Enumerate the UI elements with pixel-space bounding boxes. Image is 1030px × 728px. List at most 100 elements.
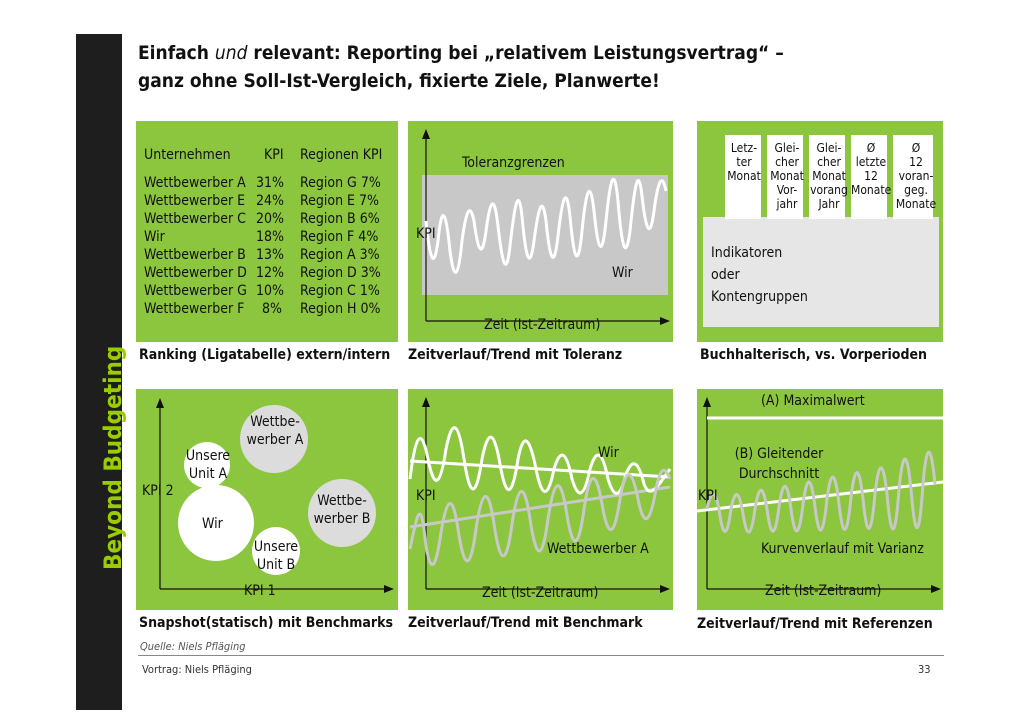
column-header-vorangeg-12: Ø 12 voran- geg. Monate — [893, 141, 939, 211]
col-line: voran- — [898, 169, 934, 183]
col-line: 12 — [909, 155, 923, 169]
label-line: (B) Gleitender — [734, 446, 824, 462]
col-line: Letz- — [730, 141, 758, 155]
sidebar-title: Beyond Budgeting — [99, 345, 127, 570]
row-name: Wettbewerber A — [144, 175, 246, 191]
row-name: Wettbewerber D — [144, 265, 247, 281]
bubble-wir — [178, 485, 254, 561]
row-label-oder: oder — [711, 267, 740, 283]
series-wir-line — [424, 177, 668, 274]
row-name: Wettbewerber E — [144, 193, 246, 209]
x-axis-label: Zeit (Ist-Zeitraum) — [482, 585, 599, 601]
label-line: Durchschnitt — [738, 466, 820, 482]
column-header-letzte-12: Ø letzte 12 Monate — [851, 141, 891, 197]
label-wettbewerber-b: Wettbe- werber B — [310, 492, 374, 528]
col-line: Ø — [866, 141, 876, 155]
maximalwert-label: (A) Maximalwert — [761, 393, 865, 409]
tolerance-caption: Zeitverlauf/Trend mit Toleranz — [408, 347, 623, 363]
column-header-vorang-jahr: Glei- cher Monat vorang Jahr — [809, 141, 849, 211]
col-box — [809, 135, 845, 219]
label-line: Wettbe- — [250, 414, 300, 430]
x-axis-arrow — [931, 585, 941, 593]
row-kpi: 13% — [256, 247, 284, 263]
col-kpi: KPI — [264, 147, 284, 163]
row-label-indikatoren: Indikatoren — [711, 245, 783, 261]
title-part-a: Einfach — [138, 42, 215, 64]
col-regionen: Regionen KPI — [300, 147, 383, 163]
ranking-caption: Ranking (Ligatabelle) extern/intern — [139, 347, 391, 363]
bubble-chart — [156, 398, 394, 593]
bubble-wettbewerber-b — [308, 479, 376, 547]
references-caption: Zeitverlauf/Trend mit Referenzen — [697, 616, 933, 632]
footer-divider — [138, 655, 944, 656]
y-axis-arrow — [422, 129, 430, 139]
x-axis-arrow — [660, 317, 670, 325]
col-line: letzte — [855, 155, 887, 169]
tolerance-chart — [422, 129, 670, 325]
benchmark-trend-line — [409, 485, 671, 529]
col-line: cher — [775, 155, 799, 169]
row-name: Wir — [144, 229, 165, 245]
title-emphasis: und — [214, 42, 248, 64]
col-line: Monate — [895, 197, 937, 211]
bubble-wettbewerber-a — [240, 405, 308, 473]
row-kpi: 18% — [256, 229, 284, 245]
label-line: Unit B — [256, 557, 296, 573]
x-axis-arrow — [660, 585, 670, 593]
x-axis-label: Zeit (Ist-Zeitraum) — [484, 317, 601, 333]
col-line: Glei- — [816, 141, 842, 155]
bubble-unit-a — [184, 442, 230, 488]
sidebar — [76, 34, 122, 710]
row-name: Wettbewerber C — [144, 211, 246, 227]
ranking-panel: Unternehmen KPI Regionen KPI Wettbewerbe… — [136, 121, 398, 342]
y-axis-label: KPI — [416, 226, 436, 242]
benchmark-panel: Wir KPI Wettbewerber A Zeit (Ist-Zeitrau… — [408, 389, 673, 610]
band-label: Toleranzgrenzen — [462, 155, 565, 171]
col-box — [725, 135, 761, 219]
row-name: Wettbewerber F — [144, 301, 245, 317]
label-line: Wettbe- — [317, 493, 367, 509]
col-line: ter — [736, 155, 752, 169]
row-kpi: 8% — [262, 301, 282, 317]
row-region: Region B 6% — [300, 211, 380, 227]
row-region: Region D 3% — [300, 265, 381, 281]
row-kpi: 24% — [256, 193, 284, 209]
y-axis-arrow — [422, 397, 430, 407]
col-box — [767, 135, 803, 219]
y-axis-arrow — [156, 398, 164, 408]
accounting-caption: Buchhalterisch, vs. Vorperioden — [700, 347, 927, 363]
durchschnitt-label: (B) Gleitender Durchschnitt — [727, 444, 831, 484]
x-axis-arrow — [384, 585, 394, 593]
footer-talk: Vortrag: Niels Pfläging — [142, 663, 252, 676]
label-wettbewerber-a: Wettbe- werber A — [243, 413, 307, 449]
page-title-line-2: ganz ohne Soll-Ist-Vergleich, fixierte Z… — [138, 70, 660, 92]
row-name: Wettbewerber B — [144, 247, 246, 263]
col-line: Monat — [727, 169, 761, 183]
col-line: Monate — [851, 183, 892, 197]
row-header-box — [703, 217, 939, 327]
col-box — [851, 135, 887, 219]
row-region: Region C 1% — [300, 283, 380, 299]
series-wir-line — [408, 426, 672, 495]
row-region: Region A 3% — [300, 247, 380, 263]
row-region: Region E 7% — [300, 193, 379, 209]
references-chart — [697, 397, 943, 593]
row-region: Region H 0% — [300, 301, 381, 317]
col-line: geg. — [904, 183, 928, 197]
col-line: Monat — [812, 169, 846, 183]
row-region: Region G 7% — [300, 175, 381, 191]
col-line: Ø — [911, 141, 921, 155]
page-number: 33 — [918, 663, 931, 676]
x-axis-label: KPI 1 — [244, 583, 276, 599]
source-note: Quelle: Niels Pfläging — [140, 640, 246, 653]
col-line: Vor- — [776, 183, 798, 197]
row-label-kontengruppen: Kontengruppen — [711, 289, 808, 305]
gleitender-durchschnitt-line — [697, 480, 943, 513]
row-region: Region F 4% — [300, 229, 379, 245]
row-kpi: 10% — [256, 283, 284, 299]
accounting-panel: Letz- ter Monat Glei- cher Monat Vor- ja… — [697, 121, 943, 342]
col-line: vorang — [810, 183, 848, 197]
series-label: Kurvenverlauf mit Varianz — [761, 541, 924, 557]
label-unit-b: Unsere Unit B — [248, 538, 304, 574]
